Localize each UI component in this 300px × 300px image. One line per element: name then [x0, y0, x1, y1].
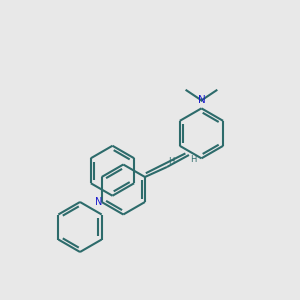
- Text: H: H: [168, 158, 174, 166]
- Text: N: N: [95, 197, 102, 207]
- Text: N: N: [198, 95, 205, 105]
- Text: H: H: [190, 154, 196, 164]
